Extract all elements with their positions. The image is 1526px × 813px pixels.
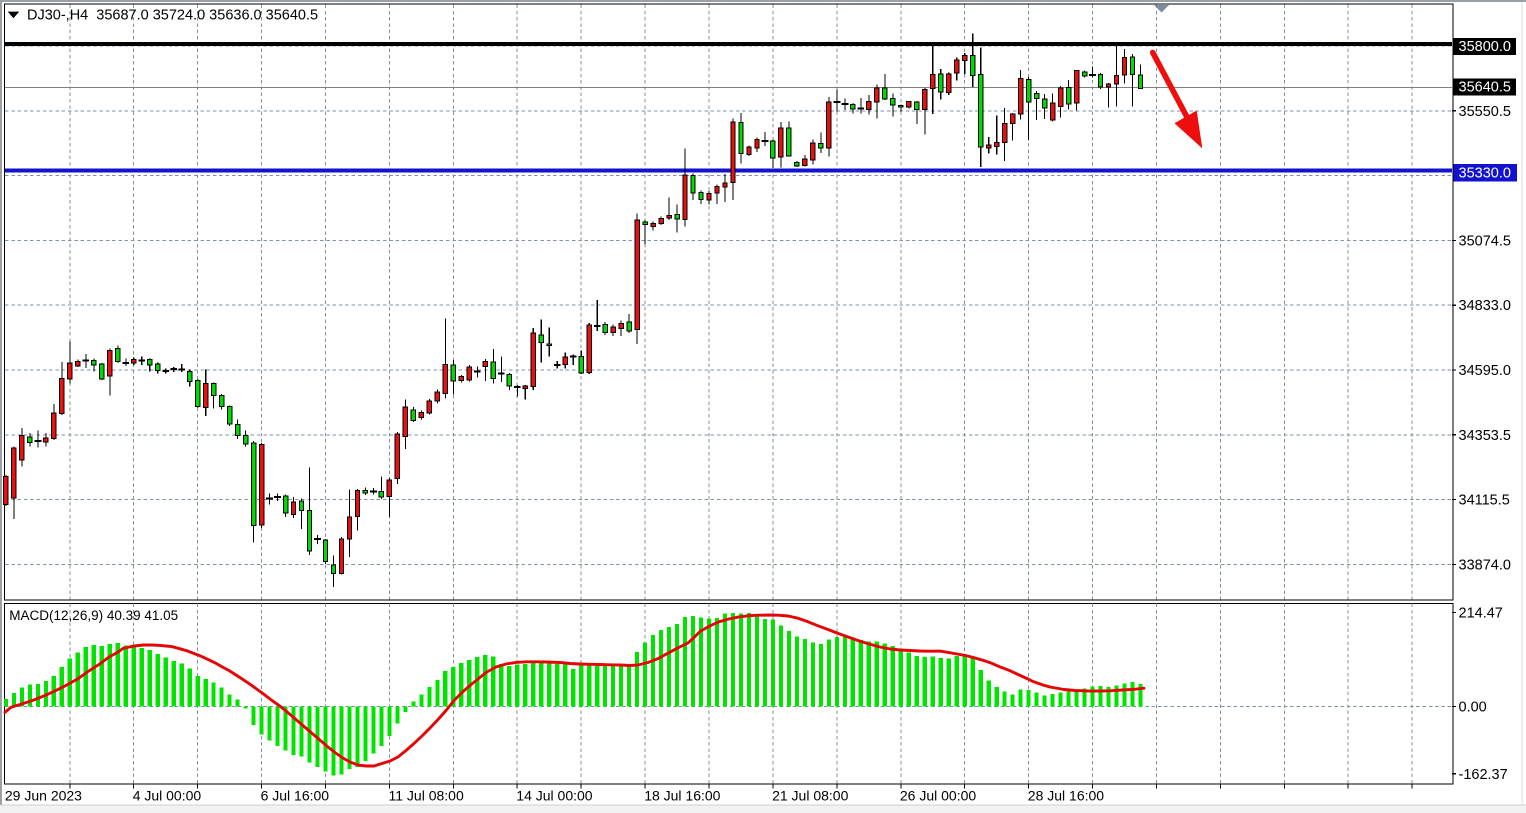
svg-text:4 Jul 00:00: 4 Jul 00:00 [133, 788, 202, 804]
svg-text:DJ30-,H4 35687.0 35724.0 3563: DJ30-,H4 35687.0 35724.0 35636.0 35640.5 [27, 8, 318, 24]
svg-text:-162.37: -162.37 [1459, 767, 1508, 783]
svg-text:28 Jul 16:00: 28 Jul 16:00 [1028, 788, 1104, 804]
svg-text:35074.5: 35074.5 [1459, 233, 1511, 249]
svg-text:35330.0: 35330.0 [1459, 166, 1511, 182]
svg-text:34115.5: 34115.5 [1459, 493, 1510, 509]
svg-text:18 Jul 16:00: 18 Jul 16:00 [644, 788, 720, 804]
svg-text:11 Jul 08:00: 11 Jul 08:00 [389, 788, 464, 804]
svg-text:21 Jul 08:00: 21 Jul 08:00 [772, 788, 848, 804]
svg-text:14 Jul 00:00: 14 Jul 00:00 [516, 788, 592, 804]
svg-text:35640.5: 35640.5 [1459, 80, 1511, 96]
svg-text:34833.0: 34833.0 [1459, 298, 1511, 314]
svg-text:35550.5: 35550.5 [1459, 104, 1511, 120]
svg-text:26 Jul 00:00: 26 Jul 00:00 [900, 788, 976, 804]
svg-text:34595.0: 34595.0 [1459, 363, 1511, 379]
svg-text:6 Jul 16:00: 6 Jul 16:00 [261, 788, 330, 804]
svg-text:MACD(12,26,9) 40.39 41.05: MACD(12,26,9) 40.39 41.05 [9, 608, 178, 623]
svg-text:214.47: 214.47 [1459, 606, 1503, 622]
svg-text:35800.0: 35800.0 [1459, 39, 1511, 55]
svg-text:29 Jun 2023: 29 Jun 2023 [5, 788, 82, 804]
svg-text:33874.0: 33874.0 [1459, 557, 1511, 573]
svg-text:0.00: 0.00 [1459, 700, 1487, 716]
svg-text:34353.5: 34353.5 [1459, 428, 1511, 444]
